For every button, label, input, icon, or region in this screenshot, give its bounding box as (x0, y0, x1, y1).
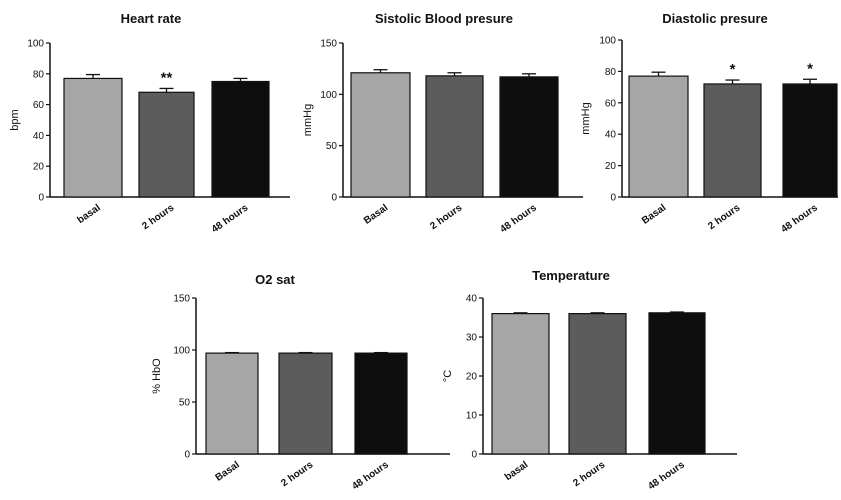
y-axis-label: bpm (9, 109, 21, 130)
y-tick-label: 50 (326, 141, 338, 152)
x-tick-label: 48 hours (498, 202, 539, 235)
chart-panel-4: O2 sat % HbO 0 50 100 150 Basal 2 hours 48 hours (151, 272, 450, 492)
y-tick-label: 60 (33, 100, 45, 111)
bar (499, 76, 559, 198)
y-tick-label: 150 (320, 39, 337, 50)
x-tick-label: 48 hours (779, 202, 820, 235)
y-axis-label: % HbO (151, 358, 163, 394)
y-axis-label: mmHg (302, 104, 314, 136)
y-tick-label: 30 (466, 333, 478, 344)
y-tick-label: 0 (471, 450, 477, 461)
bar (425, 75, 484, 198)
y-tick-label: 0 (331, 193, 337, 204)
x-tick-label: 2 hours (706, 202, 742, 232)
chart-panel-2: Sistolic Blood presure mmHg 0 50 100 150 Basal… (302, 11, 583, 235)
chart-title: Sistolic Blood presure (375, 11, 513, 26)
chart-title: Diastolic presure (662, 11, 768, 26)
bar (568, 313, 627, 455)
significance-marker: * (730, 61, 736, 78)
significance-marker: * (807, 60, 813, 77)
bar (278, 352, 333, 455)
y-axis-label: mmHg (580, 102, 592, 134)
y-tick-label: 0 (184, 450, 190, 461)
y-axis-label: °C (442, 370, 454, 382)
chart-panel-5: Temperature °C 0 10 20 30 40 basal 2 hours 48 hou… (442, 268, 737, 492)
bar (648, 312, 706, 455)
bar (205, 352, 259, 455)
chart-panel-3: Diastolic presure mmHg 0 20 40 60 80 100 Basal * 2… (580, 11, 838, 235)
bar (63, 77, 123, 198)
y-tick-label: 80 (33, 69, 45, 80)
y-tick-label: 100 (27, 39, 44, 50)
bar (138, 91, 195, 198)
y-tick-label: 100 (599, 36, 616, 47)
y-tick-label: 40 (605, 130, 617, 141)
chart-title: Heart rate (121, 11, 182, 26)
x-tick-label: 48 hours (350, 459, 391, 492)
x-tick-label: 48 hours (210, 202, 251, 235)
y-tick-label: 150 (173, 294, 190, 305)
bar (628, 75, 689, 198)
x-tick-label: basal (503, 459, 530, 483)
y-tick-label: 80 (605, 67, 617, 78)
x-tick-label: 2 hours (571, 459, 607, 489)
bar (350, 72, 411, 198)
bar (491, 313, 550, 455)
chart-panel-1: Heart rate bpm 0 20 40 60 80 100 basal ** 2 hours 4… (9, 11, 290, 235)
y-tick-label: 10 (466, 411, 478, 422)
x-tick-label: 2 hours (428, 202, 464, 232)
bar (211, 80, 270, 198)
chart-title: O2 sat (255, 272, 295, 287)
x-tick-label: Basal (640, 202, 668, 226)
chart-title: Temperature (532, 268, 610, 283)
y-tick-label: 20 (605, 161, 617, 172)
x-tick-label: 2 hours (279, 459, 315, 489)
x-tick-label: basal (75, 202, 102, 226)
bar (354, 352, 408, 455)
x-tick-label: 48 hours (646, 459, 687, 492)
x-tick-label: 2 hours (140, 202, 176, 232)
y-tick-label: 100 (173, 346, 190, 357)
x-tick-label: Basal (214, 459, 242, 483)
y-tick-label: 40 (33, 131, 45, 142)
x-tick-label: Basal (362, 202, 390, 226)
y-tick-label: 40 (466, 294, 478, 305)
y-tick-label: 20 (33, 162, 45, 173)
bar (703, 83, 762, 198)
y-tick-label: 0 (38, 193, 44, 204)
y-tick-label: 50 (179, 398, 191, 409)
bar (782, 83, 838, 198)
y-tick-label: 100 (320, 90, 337, 101)
y-tick-label: 60 (605, 98, 617, 109)
significance-marker: ** (161, 69, 173, 86)
y-tick-label: 20 (466, 372, 478, 383)
y-tick-label: 0 (610, 193, 616, 204)
